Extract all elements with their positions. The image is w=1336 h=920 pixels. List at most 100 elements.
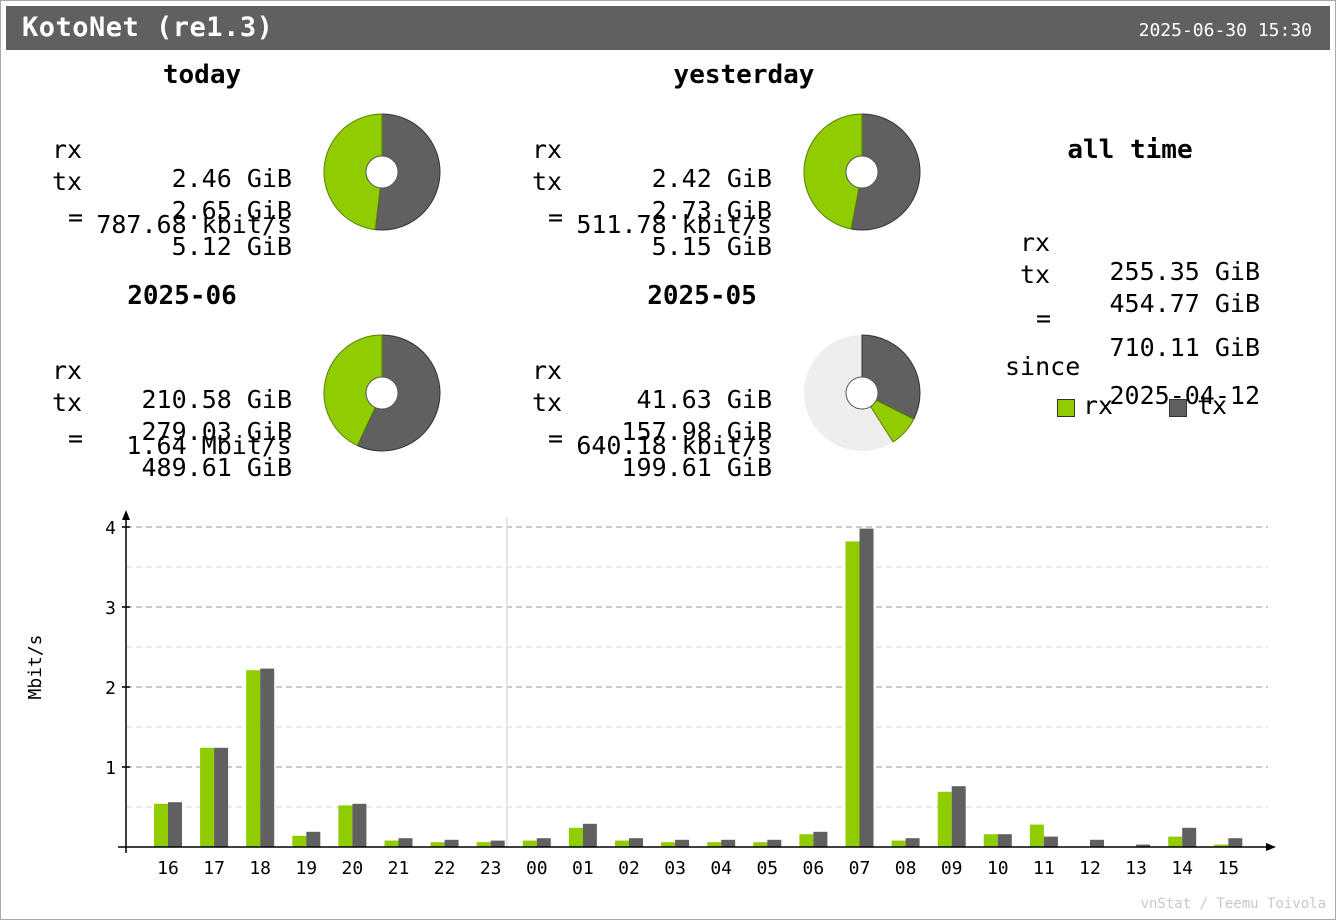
alltime-since-label: since	[1005, 352, 1081, 381]
x-tick-label: 15	[1217, 858, 1239, 879]
x-tick-label: 20	[342, 858, 364, 879]
month-current-tx-value: 279.03 GiB	[141, 417, 292, 446]
month-previous-eq-label: =	[548, 424, 564, 453]
x-tick-label: 05	[756, 858, 778, 879]
month-current-tx-row: tx 279.03 GiB	[52, 359, 292, 475]
today-rx-value: 2.46 GiB	[171, 164, 292, 193]
bar-tx	[951, 786, 966, 847]
bar-tx	[721, 839, 736, 847]
alltime-eq-label: =	[1036, 304, 1052, 333]
month-current-rx-label: rx	[52, 356, 83, 385]
month-current-total-value: 489.61 GiB	[141, 453, 292, 482]
hourly-bar-chart: 16 17 18 19 20 21 22 23 00 01 02 03 04 05 06 07 08 09 10 11…	[25, 510, 1276, 879]
summary-yesterday: yesterday rx 2.42 GiB tx 2.73 GiB = 5.15…	[532, 60, 922, 261]
bar-rx	[845, 541, 860, 847]
yesterday-rate: 511.78 kbit/s	[576, 210, 772, 239]
bar-tx	[859, 528, 874, 847]
alltime-rx-value: 255.35 GiB	[1109, 257, 1260, 286]
pie-tx-slice	[356, 334, 441, 452]
legend-rx-label: rx	[1083, 391, 1114, 420]
today-rx-row: rx 2.46 GiB	[52, 106, 292, 222]
bar-tx	[260, 668, 275, 847]
bar-rx	[615, 840, 629, 847]
alltime-tx-label: tx	[1020, 260, 1051, 289]
bar-tx	[1043, 836, 1058, 847]
bar-rx	[661, 842, 676, 847]
pie-rx-slice	[803, 113, 863, 230]
chart-bars	[154, 528, 1243, 847]
alltime-tx-row: tx 454.77 GiB	[1020, 231, 1260, 347]
month-current-rx-value: 210.58 GiB	[141, 385, 292, 414]
x-tick-label: 02	[618, 858, 640, 879]
x-tick-label: 12	[1079, 858, 1101, 879]
bar-tx	[398, 838, 413, 847]
today-rx-label: rx	[52, 135, 83, 164]
month-previous-rx-value: 41.63 GiB	[636, 385, 772, 414]
bar-tx	[1090, 839, 1104, 847]
bar-tx	[1182, 827, 1197, 847]
pie-tx-slice	[374, 113, 441, 231]
pie-hole	[845, 376, 879, 410]
yesterday-rx-label: rx	[532, 135, 563, 164]
y-tick-label: 2	[105, 678, 116, 699]
legend-tx-swatch	[1169, 399, 1187, 417]
bar-rx	[707, 842, 722, 847]
bar-tx	[675, 839, 690, 847]
today-pie	[323, 113, 441, 231]
month-current-total-row: = 489.61 GiB	[52, 395, 292, 511]
bar-rx	[1029, 824, 1044, 847]
x-tick-label: 00	[526, 858, 548, 879]
yesterday-rx-value: 2.42 GiB	[651, 164, 772, 193]
bar-rx	[338, 805, 353, 847]
x-tick-label: 16	[157, 858, 179, 879]
month-previous-total-row: = 199.61 GiB	[532, 395, 772, 511]
y-tick-label: 3	[105, 598, 116, 619]
today-tx-label: tx	[52, 167, 83, 196]
credit-text: vnStat / Teemu Toivola	[1140, 896, 1326, 912]
bar-tx	[905, 838, 920, 847]
x-tick-label: 06	[803, 858, 825, 879]
bar-rx	[1168, 836, 1183, 847]
chart-ylabel: Mbit/s	[25, 634, 46, 699]
month-previous-rx-row: rx 41.63 GiB	[532, 327, 772, 443]
x-tick-label: 17	[203, 858, 225, 879]
summary-today: today rx 2.46 GiB tx 2.65 GiB = 5.12 GiB…	[52, 60, 442, 261]
alltime-since-row: since 2025-04-12	[1005, 323, 1260, 439]
bar-rx	[891, 840, 906, 847]
pie-hole	[365, 376, 399, 410]
pie-hole	[845, 155, 879, 189]
legend-rx-swatch	[1057, 399, 1075, 417]
alltime-rx-row: rx 255.35 GiB	[1020, 199, 1260, 315]
chart-grid	[126, 518, 1268, 847]
x-axis-arrow	[1266, 843, 1276, 851]
today-tx-row: tx 2.65 GiB	[52, 138, 292, 254]
chart-axes: 16 17 18 19 20 21 22 23 00 01 02 03 04 05 06 07 08 09 10 11…	[105, 510, 1276, 879]
bar-tx	[536, 838, 551, 847]
month-current-eq-label: =	[68, 424, 84, 453]
y-tick-label: 1	[105, 758, 116, 779]
y-tick-label: 4	[105, 518, 116, 539]
yesterday-total-value: 5.15 GiB	[651, 232, 772, 261]
bar-tx	[582, 823, 597, 847]
yesterday-tx-value: 2.73 GiB	[651, 196, 772, 225]
x-tick-label: 08	[895, 858, 917, 879]
bar-rx	[753, 842, 768, 847]
yesterday-rx-row: rx 2.42 GiB	[532, 106, 772, 222]
x-tick-label: 11	[1033, 858, 1055, 879]
bar-rx	[937, 791, 952, 847]
bar-tx	[490, 840, 505, 847]
bar-tx	[629, 838, 643, 847]
summary-month-current: 2025-06 rx 210.58 GiB tx 279.03 GiB = 48…	[52, 281, 442, 482]
bar-tx	[168, 802, 182, 847]
yesterday-pie	[803, 113, 921, 231]
alltime-rx-label: rx	[1020, 228, 1051, 257]
bar-rx	[476, 842, 491, 847]
app-title: KotoNet (re1.3)	[22, 12, 274, 43]
bar-tx	[997, 834, 1012, 847]
summary-month-previous: 2025-05 rx 41.63 GiB tx 157.98 GiB = 199…	[532, 281, 922, 482]
pie-rx-slice	[860, 391, 915, 443]
month-previous-tx-value: 157.98 GiB	[621, 417, 772, 446]
month-previous-rate: 640.18 kbit/s	[576, 431, 772, 460]
header-bar: KotoNet (re1.3) 2025-06-30 15:30	[6, 6, 1330, 50]
bar-tx	[214, 747, 229, 847]
